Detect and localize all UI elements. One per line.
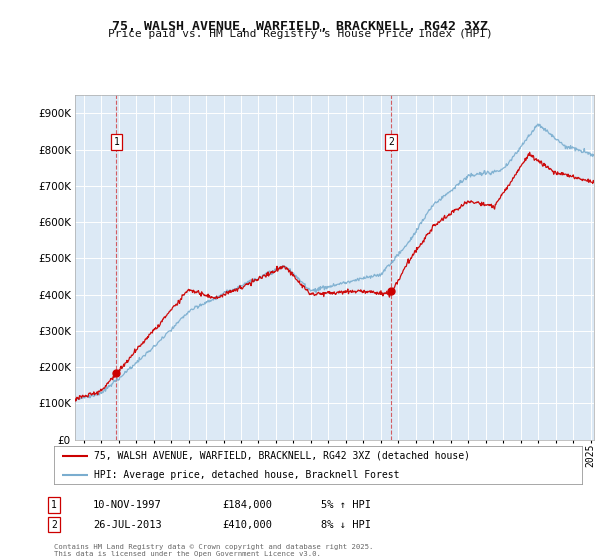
Text: 5% ↑ HPI: 5% ↑ HPI (321, 500, 371, 510)
Text: 75, WALSH AVENUE, WARFIELD, BRACKNELL, RG42 3XZ (detached house): 75, WALSH AVENUE, WARFIELD, BRACKNELL, R… (94, 451, 470, 461)
Text: £410,000: £410,000 (222, 520, 272, 530)
Text: 1: 1 (51, 500, 57, 510)
Text: 2: 2 (388, 137, 394, 147)
Text: 10-NOV-1997: 10-NOV-1997 (93, 500, 162, 510)
Text: 26-JUL-2013: 26-JUL-2013 (93, 520, 162, 530)
Text: 2: 2 (51, 520, 57, 530)
Text: 8% ↓ HPI: 8% ↓ HPI (321, 520, 371, 530)
Text: Contains HM Land Registry data © Crown copyright and database right 2025.
This d: Contains HM Land Registry data © Crown c… (54, 544, 373, 557)
Text: 75, WALSH AVENUE, WARFIELD, BRACKNELL, RG42 3XZ: 75, WALSH AVENUE, WARFIELD, BRACKNELL, R… (112, 20, 488, 32)
Text: HPI: Average price, detached house, Bracknell Forest: HPI: Average price, detached house, Brac… (94, 470, 399, 480)
Text: 1: 1 (113, 137, 119, 147)
Text: Price paid vs. HM Land Registry's House Price Index (HPI): Price paid vs. HM Land Registry's House … (107, 29, 493, 39)
Text: £184,000: £184,000 (222, 500, 272, 510)
